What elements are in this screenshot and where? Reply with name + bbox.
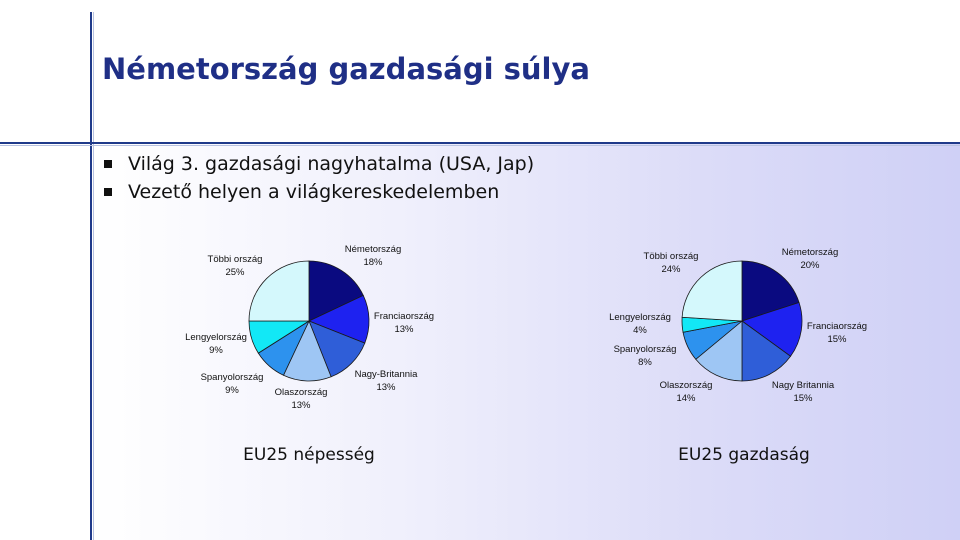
slide-title: Németország gazdasági súlya: [102, 52, 590, 86]
slice-label: Lengyelország: [609, 312, 671, 323]
pie-slice: [741, 320, 792, 382]
slice-label: Olaszország: [275, 387, 328, 398]
slice-value-label: 13%: [394, 324, 414, 335]
pie-slice: [308, 260, 364, 322]
slice-label: Franciaország: [374, 311, 434, 322]
economy-pie-chart: Németország 20% Franciaország 15% Nagy Brita…: [609, 247, 867, 465]
horizontal-rule: [0, 142, 960, 144]
slice-value-label: 9%: [225, 385, 239, 396]
chart-caption: EU25 népesség: [243, 445, 375, 465]
slice-value-label: 25%: [225, 267, 245, 278]
pie-slice: [695, 320, 743, 382]
slice-label: Nagy-Britannia: [355, 369, 419, 380]
slice-value-label: 13%: [376, 382, 396, 393]
bullet-square-icon: [104, 160, 112, 168]
pie-slice: [681, 260, 743, 322]
population-pie-chart: Németország 18% Franciaország 13% Nagy-Brita…: [185, 244, 434, 465]
slice-label: Németország: [782, 247, 839, 258]
vertical-rule-shadow: [93, 12, 94, 540]
bullet-text: Vezető helyen a világkereskedelemben: [128, 181, 500, 203]
bullet-item: Világ 3. gazdasági nagyhatalma (USA, Jap…: [102, 150, 534, 178]
horizontal-rule-shadow: [0, 145, 960, 146]
slice-value-label: 15%: [827, 334, 847, 345]
slice-label: Spanyolország: [201, 372, 264, 383]
bullet-item: Vezető helyen a világkereskedelemben: [102, 178, 534, 206]
bullet-text: Világ 3. gazdasági nagyhatalma (USA, Jap…: [128, 153, 535, 175]
slice-label: Franciaország: [807, 321, 867, 332]
slice-label: Spanyolország: [614, 344, 677, 355]
slice-value-label: 18%: [363, 257, 383, 268]
slice-value-label: 8%: [638, 357, 652, 368]
slice-value-label: 4%: [633, 325, 647, 336]
slice-label: Többi ország: [644, 251, 699, 262]
slice-value-label: 13%: [291, 400, 311, 411]
slice-label: Többi ország: [208, 254, 263, 265]
slice-label: Lengyelország: [185, 332, 247, 343]
slice-value-label: 9%: [209, 345, 223, 356]
pie-slice: [741, 301, 803, 357]
pie-slice: [248, 260, 310, 322]
slice-value-label: 20%: [800, 260, 820, 271]
slice-label: Nagy Britannia: [772, 380, 835, 391]
pie-slice: [741, 260, 800, 322]
slice-label: Németország: [345, 244, 402, 255]
slice-value-label: 24%: [661, 264, 681, 275]
chart-caption: EU25 gazdaság: [678, 445, 810, 465]
bullet-square-icon: [104, 188, 112, 196]
slice-value-label: 14%: [676, 393, 696, 404]
vertical-rule: [90, 12, 92, 540]
bullet-list: Világ 3. gazdasági nagyhatalma (USA, Jap…: [102, 150, 534, 206]
slice-value-label: 15%: [793, 393, 813, 404]
slice-label: Olaszország: [660, 380, 713, 391]
content-background: [92, 144, 960, 540]
